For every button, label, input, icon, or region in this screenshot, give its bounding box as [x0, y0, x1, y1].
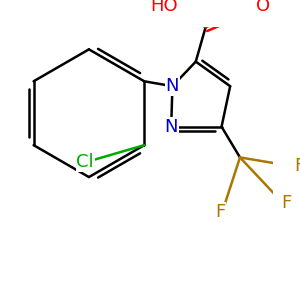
Text: Cl: Cl	[76, 153, 94, 171]
Text: F: F	[281, 194, 292, 212]
Text: F: F	[295, 157, 300, 175]
Text: N: N	[166, 77, 179, 95]
Text: F: F	[215, 203, 226, 221]
Text: HO: HO	[150, 0, 178, 15]
Text: N: N	[164, 118, 178, 136]
Text: O: O	[256, 0, 270, 15]
